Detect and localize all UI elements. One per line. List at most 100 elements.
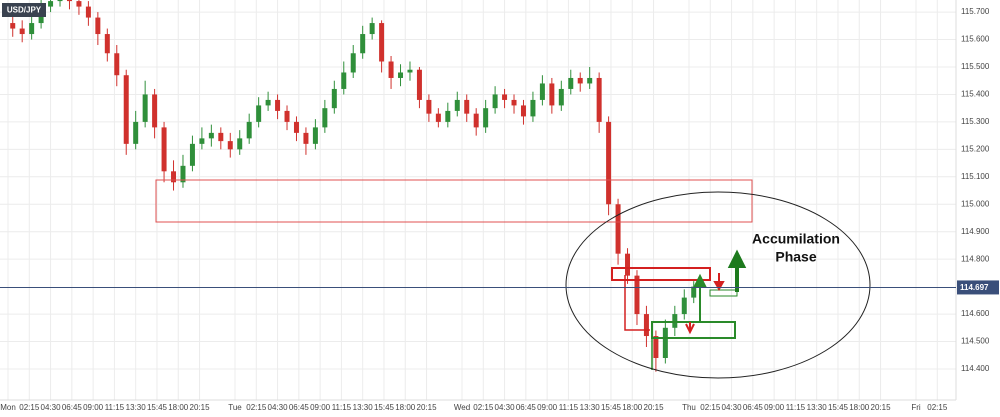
- x-tick-label: 15:45: [374, 403, 395, 412]
- candle-body: [104, 34, 110, 54]
- candle-body: [416, 69, 422, 100]
- candle-body: [152, 94, 158, 128]
- candle-body: [379, 23, 385, 62]
- chart-title: USD/JPY: [7, 6, 42, 15]
- candle-body: [350, 53, 356, 73]
- candle-body: [681, 297, 687, 315]
- small-box: [709, 289, 738, 297]
- candle-body: [256, 105, 262, 122]
- candle-body: [398, 72, 404, 78]
- candle-body: [643, 314, 649, 337]
- y-tick-label: 114.800: [961, 254, 990, 263]
- candle-body: [293, 121, 299, 133]
- x-tick-label: Mon: [0, 403, 16, 412]
- x-tick-label: 11:15: [332, 403, 352, 412]
- x-tick-label: 06:45: [743, 403, 764, 412]
- x-tick-label: 20:15: [417, 403, 438, 412]
- candle-body: [360, 34, 366, 54]
- candle-body: [483, 108, 489, 128]
- candle-body: [568, 77, 574, 89]
- candle-body: [454, 99, 460, 111]
- candle-body: [246, 121, 252, 139]
- x-tick-label: 09:00: [310, 403, 331, 412]
- candle-body: [511, 99, 517, 106]
- candle-body: [114, 53, 120, 76]
- y-tick-label: 114.400: [961, 364, 990, 373]
- y-tick-label: 114.500: [961, 337, 990, 346]
- y-tick-label: 115.000: [961, 199, 990, 208]
- candle-body: [577, 77, 583, 84]
- x-tick-label: 06:45: [289, 403, 310, 412]
- candle-body: [606, 121, 612, 205]
- x-tick-label: Thu: [682, 403, 696, 412]
- y-tick-label: 115.200: [961, 144, 990, 153]
- annotation-text: Accumilation: [752, 231, 840, 247]
- x-tick-label: 04:30: [268, 403, 289, 412]
- x-tick-label: 11:15: [559, 403, 579, 412]
- x-tick-label: 18:00: [168, 403, 189, 412]
- candle-body: [199, 138, 205, 144]
- candle-body: [549, 83, 555, 106]
- x-tick-label: 06:45: [516, 403, 537, 412]
- candle-body: [227, 141, 233, 150]
- down-arrow-small: [713, 273, 725, 292]
- candle-body: [161, 127, 167, 172]
- candle-body: [558, 88, 564, 106]
- x-tick-label: 04:30: [41, 403, 62, 412]
- x-tick-label: 15:45: [601, 403, 622, 412]
- candle-body: [691, 286, 697, 298]
- y-tick-label: 115.300: [961, 117, 990, 126]
- demand-box: [651, 321, 736, 339]
- x-tick-label: 13:30: [353, 403, 374, 412]
- up-arrow-large: [727, 249, 747, 292]
- x-tick-label: 09:00: [83, 403, 104, 412]
- x-tick-label: 04:30: [722, 403, 743, 412]
- x-tick-label: Fri: [911, 403, 921, 412]
- candle-body: [473, 113, 479, 128]
- candle-body: [189, 143, 195, 166]
- x-tick-label: 06:45: [62, 403, 83, 412]
- x-tick-label: 02:15: [473, 403, 494, 412]
- x-tick-label: 09:00: [764, 403, 785, 412]
- candle-body: [445, 110, 451, 122]
- candle-body: [530, 99, 536, 117]
- candle-body: [435, 113, 441, 122]
- candle-body: [123, 75, 129, 144]
- drop-line: [624, 275, 650, 331]
- candle-body: [312, 127, 318, 144]
- x-tick-label: 13:30: [126, 403, 147, 412]
- candle-body: [303, 132, 309, 144]
- candle-body: [48, 1, 54, 7]
- candle-body: [95, 17, 101, 35]
- resistance-zone: [155, 179, 753, 223]
- candle-body: [331, 88, 337, 109]
- candle-body: [85, 6, 91, 18]
- y-tick-label: 115.700: [961, 7, 990, 16]
- y-tick-label: 115.600: [961, 35, 990, 44]
- x-tick-label: 11:15: [786, 403, 806, 412]
- x-tick-label: 09:00: [537, 403, 558, 412]
- candle-body: [615, 204, 621, 254]
- x-tick-label: 11:15: [105, 403, 125, 412]
- candle-body: [171, 171, 177, 183]
- annotation-text: Phase: [775, 249, 816, 265]
- candle-body: [520, 105, 526, 117]
- candle-body: [388, 61, 394, 78]
- candle-body: [275, 99, 281, 111]
- down-arrow: [685, 322, 695, 335]
- candle-body: [672, 314, 678, 328]
- current-price-label: 114.697: [960, 283, 989, 292]
- candle-body: [407, 69, 413, 73]
- annotations: [155, 179, 871, 379]
- y-tick-label: 115.500: [961, 62, 990, 71]
- y-tick-label: 114.600: [961, 309, 990, 318]
- candle-body: [464, 99, 470, 114]
- candle-body: [426, 99, 432, 114]
- candle-body: [142, 94, 148, 122]
- candle-body: [19, 28, 25, 35]
- candle-body: [180, 165, 186, 183]
- candle-body: [10, 23, 16, 29]
- x-tick-label: 02:15: [19, 403, 40, 412]
- x-tick-label: 02:15: [927, 403, 948, 412]
